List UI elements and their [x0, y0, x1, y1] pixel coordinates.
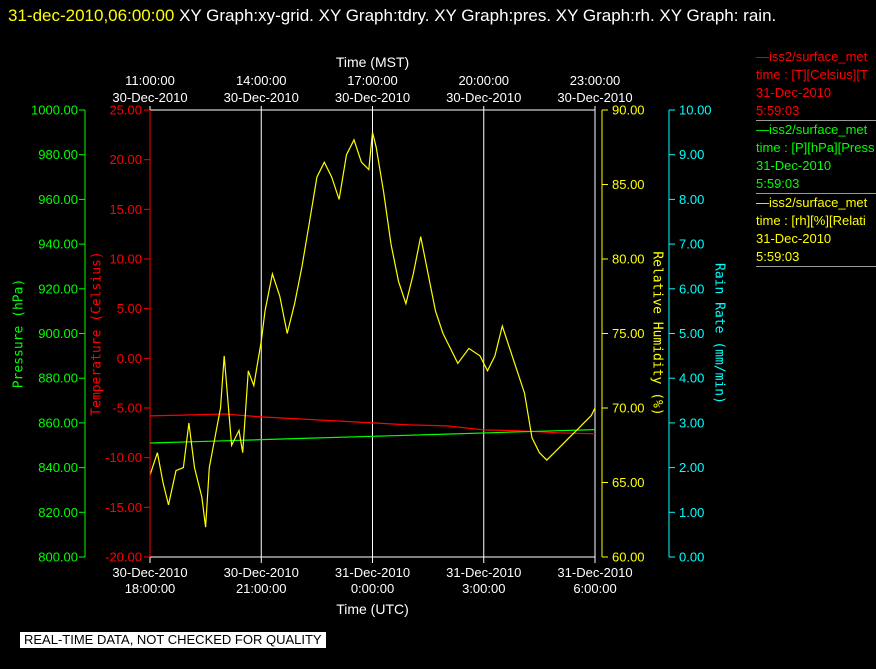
rain-tick-label: 10.00 [679, 103, 712, 118]
temperature-tick-label: 15.00 [109, 202, 142, 217]
temperature-tick-label: 5.00 [117, 301, 142, 316]
legend-entry-line1: —iss2/surface_met [756, 49, 868, 64]
pressure-tick-label: 920.00 [38, 281, 78, 296]
legend-entry-line4: 5:59:03 [756, 176, 800, 191]
x-tick-label-top-time: 17:00:00 [347, 73, 398, 88]
pressure-tick-label: 860.00 [38, 415, 78, 430]
x-tick-label-top-date: 30-Dec-2010 [112, 90, 187, 105]
x-tick-label-top-date: 30-Dec-2010 [224, 90, 299, 105]
rh-tick-label: 70.00 [612, 401, 645, 416]
legend: —iss2/surface_met time : [T][Celsius][T 31… [756, 48, 876, 267]
temperature-tick-label: -15.00 [105, 500, 142, 515]
rain-tick-label: 3.00 [679, 415, 704, 430]
temperature-tick-label: 0.00 [117, 351, 142, 366]
rain-tick-label: 8.00 [679, 192, 704, 207]
temperature-tick-label: 25.00 [109, 103, 142, 118]
series-line-temperature [149, 413, 596, 435]
x-tick-label-bottom-time: 18:00:00 [125, 581, 176, 596]
pressure-tick-label: 940.00 [38, 237, 78, 252]
pressure-axis-title: Pressure (hPa) [12, 279, 27, 389]
x-tick-label-top-time: 23:00:00 [570, 73, 621, 88]
quality-note: REAL-TIME DATA, NOT CHECKED FOR QUALITY [20, 632, 326, 648]
rain-tick-label: 4.00 [679, 371, 704, 386]
temperature-tick-label: -10.00 [105, 450, 142, 465]
rh-tick-label: 80.00 [612, 252, 645, 267]
series-line-pressure [149, 429, 596, 444]
x-tick-label-bottom-time: 3:00:00 [462, 581, 505, 596]
rh-tick-label: 90.00 [612, 103, 645, 118]
rh-axis-title: Relative Humidity (%) [650, 251, 665, 415]
legend-entry-line1: —iss2/surface_met [756, 195, 868, 210]
pressure-tick-label: 980.00 [38, 147, 78, 162]
title-graphs: XY Graph:xy-grid. XY Graph:tdry. XY Grap… [174, 6, 777, 25]
x-tick-label-bottom-date: 30-Dec-2010 [112, 565, 187, 580]
x-tick-label-top-date: 30-Dec-2010 [335, 90, 410, 105]
x-axis-title-top: Time (MST) [336, 54, 409, 70]
rain-tick-label: 9.00 [679, 147, 704, 162]
legend-entry-line2: time : [rh][%][Relati [756, 213, 866, 228]
rh-tick-label: 85.00 [612, 177, 645, 192]
pressure-tick-label: 900.00 [38, 326, 78, 341]
legend-entry-line2: time : [P][hPa][Press [756, 140, 875, 155]
x-tick-label-top-time: 11:00:00 [125, 73, 175, 88]
x-tick-label-top-date: 30-Dec-2010 [446, 90, 521, 105]
rh-tick-label: 65.00 [612, 475, 645, 490]
x-tick-label-bottom-date: 31-Dec-2010 [557, 565, 632, 580]
rh-tick-label: 60.00 [612, 550, 645, 565]
x-tick-label-bottom-time: 6:00:00 [573, 581, 616, 596]
pressure-tick-label: 960.00 [38, 192, 78, 207]
x-tick-label-top-time: 20:00:00 [458, 73, 509, 88]
temperature-axis-title: Temperature (Celsius) [90, 251, 105, 415]
x-axis-title-bottom: Time (UTC) [336, 601, 409, 617]
title-date: 31-dec-2010,06:00:00 [8, 6, 175, 25]
temperature-tick-label: -5.00 [112, 401, 142, 416]
legend-entry-line4: 5:59:03 [756, 249, 800, 264]
legend-entry-line3: 31-Dec-2010 [756, 85, 832, 100]
legend-entry-line2: time : [T][Celsius][T [756, 67, 868, 82]
temperature-tick-label: 10.00 [109, 252, 142, 267]
rain-tick-label: 2.00 [679, 460, 704, 475]
legend-entry-line1: —iss2/surface_met [756, 122, 868, 137]
rain-tick-label: 5.00 [679, 326, 704, 341]
rain-tick-label: 0.00 [679, 550, 704, 565]
rain-tick-label: 1.00 [679, 505, 704, 520]
pressure-tick-label: 880.00 [38, 371, 78, 386]
pressure-tick-label: 1000.00 [31, 103, 78, 118]
pressure-tick-label: 840.00 [38, 460, 78, 475]
x-tick-label-top-date: 30-Dec-2010 [557, 90, 632, 105]
rh-tick-label: 75.00 [612, 326, 645, 341]
rain-tick-label: 6.00 [679, 281, 704, 296]
x-tick-label-bottom-time: 0:00:00 [351, 581, 394, 596]
pressure-tick-label: 820.00 [38, 505, 78, 520]
rain-tick-label: 7.00 [679, 237, 704, 252]
x-tick-label-bottom-date: 30-Dec-2010 [224, 565, 299, 580]
x-tick-label-bottom-time: 21:00:00 [236, 581, 287, 596]
legend-entry-line3: 31-Dec-2010 [756, 231, 832, 246]
pressure-tick-label: 800.00 [38, 550, 78, 565]
x-tick-label-bottom-date: 31-Dec-2010 [446, 565, 521, 580]
x-tick-label-top-time: 14:00:00 [236, 73, 287, 88]
page-title: 31-dec-2010,06:00:00 XY Graph:xy-grid. X… [8, 2, 858, 29]
x-tick-label-bottom-date: 31-Dec-2010 [335, 565, 410, 580]
legend-entry-line3: 31-Dec-2010 [756, 158, 832, 173]
rain-axis-title: Rain Rate (mm/min) [712, 263, 727, 404]
legend-entry-line4: 5:59:03 [756, 103, 800, 118]
temperature-tick-label: 20.00 [109, 152, 142, 167]
series-line-rh [149, 132, 596, 528]
temperature-tick-label: -20.00 [105, 550, 142, 565]
